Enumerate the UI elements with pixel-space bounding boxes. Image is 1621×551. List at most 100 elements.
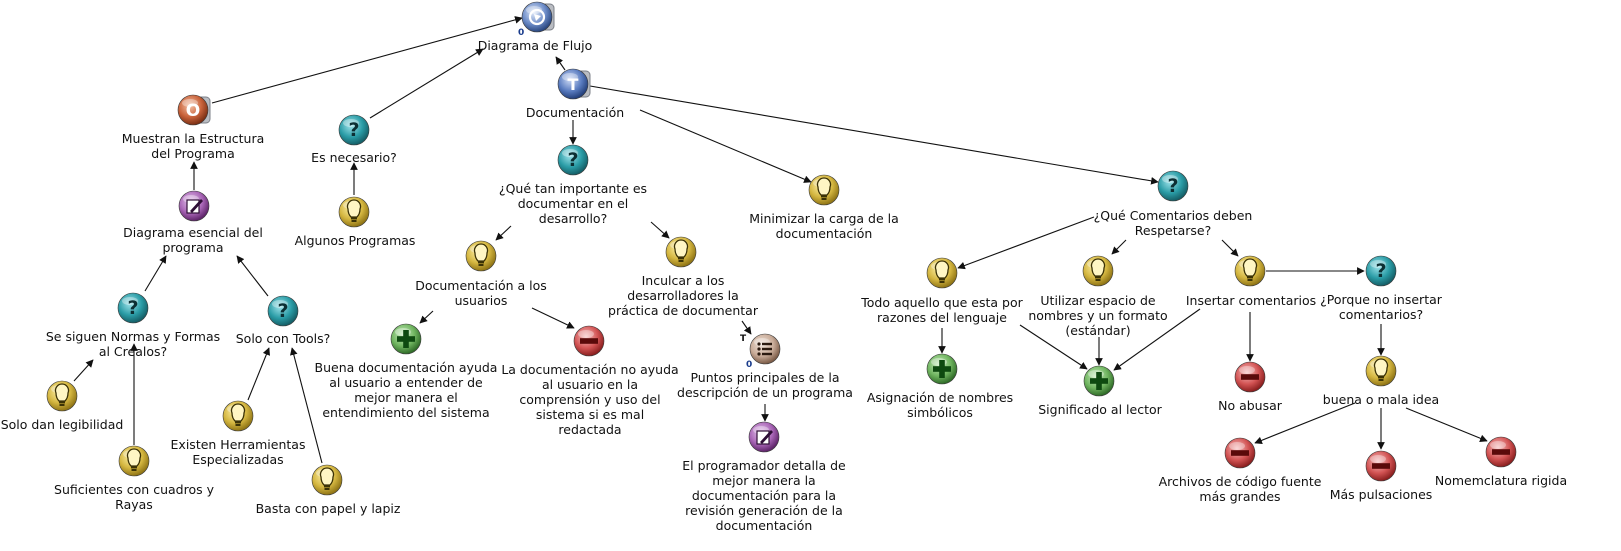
edge-comentarios-to-lenguaje xyxy=(957,216,1095,270)
estructura-node-position-icon[interactable]: O xyxy=(177,94,211,126)
asignacion-node-pro-icon[interactable] xyxy=(926,353,958,385)
archivos-node-con-icon[interactable] xyxy=(1224,437,1256,469)
buenamala-label: buena o mala idea xyxy=(1322,392,1440,407)
svg-text:T: T xyxy=(568,75,579,94)
papel-label: Basta con papel y lapiz xyxy=(255,501,401,516)
insertar-label: Insertar comentarios xyxy=(1185,293,1317,308)
abusar-label: No abusar xyxy=(1218,398,1282,413)
pulsaciones-label: Más pulsaciones xyxy=(1329,487,1433,502)
buenamala-node-idea-icon[interactable] xyxy=(1365,355,1397,387)
usuarios-label: Documentación a los usuarios xyxy=(415,278,547,308)
edge-insertar-to-significado xyxy=(1113,308,1201,371)
significado-node-pro-icon[interactable] xyxy=(1083,365,1115,397)
papel-node-idea-icon[interactable] xyxy=(311,464,343,496)
minimizar-label: Minimizar la carga de la documentación xyxy=(749,211,899,241)
espacio-node-idea-icon[interactable] xyxy=(1082,255,1114,287)
svg-text:?: ? xyxy=(1167,175,1178,197)
lenguaje-node-idea-icon[interactable] xyxy=(926,257,958,289)
svg-text:?: ? xyxy=(127,297,138,319)
edge-estructura-to-root xyxy=(211,16,523,104)
noayuda-label: La documentación no ayuda al usuario en … xyxy=(501,362,679,437)
programador-label: El programador detalla de mejor manera l… xyxy=(682,458,846,533)
nomenclatura-node-con-icon[interactable] xyxy=(1485,436,1517,468)
edge-normas-to-esencial xyxy=(144,255,167,292)
root-label: Diagrama de Flujo xyxy=(477,38,593,53)
usuarios-node-idea-icon[interactable] xyxy=(465,240,497,272)
edge-documentacion-to-root xyxy=(555,56,566,71)
edge-herramientas-to-tools xyxy=(247,347,270,401)
edge-comentarios-to-espacio xyxy=(1111,239,1127,255)
asignacion-label: Asignación de nombres simbólicos xyxy=(866,390,1014,420)
cuadros-node-idea-icon[interactable] xyxy=(118,445,150,477)
tools-node-question-icon[interactable]: ? xyxy=(267,295,299,327)
esencial-node-note-icon[interactable] xyxy=(178,190,210,222)
edge-importante-to-inculcar xyxy=(650,221,670,239)
archivos-label: Archivos de código fuente más grandes xyxy=(1158,474,1322,504)
nomenclatura-label: Nomemclatura rigida xyxy=(1434,473,1568,488)
herramientas-node-idea-icon[interactable] xyxy=(222,400,254,432)
svg-text:O: O xyxy=(186,101,200,121)
comentarios-node-question-icon[interactable]: ? xyxy=(1157,170,1189,202)
edges-layer xyxy=(73,16,1488,464)
root-node-map-root-icon[interactable]: 0 xyxy=(518,1,555,38)
legibilidad-label: Solo dan legibilidad xyxy=(0,417,124,432)
edge-documentacion-to-minimizar xyxy=(639,109,812,183)
count-badge: 0 xyxy=(518,28,524,38)
edge-inculcar-to-puntos xyxy=(741,320,752,335)
pulsaciones-node-con-icon[interactable] xyxy=(1365,450,1397,482)
insertar-node-idea-icon[interactable] xyxy=(1234,255,1266,287)
comentarios-label: ¿Qué Comentarios deben Respetarse? xyxy=(1093,208,1253,238)
edge-documentacion-to-comentarios xyxy=(589,85,1159,185)
edge-importante-to-usuarios xyxy=(495,225,512,241)
necesario-node-question-icon[interactable]: ? xyxy=(338,114,370,146)
algunos-node-idea-icon[interactable] xyxy=(338,196,370,228)
necesario-label: Es necesario? xyxy=(311,150,397,165)
edge-usuarios-to-buena xyxy=(419,310,434,324)
count-badge: 0 xyxy=(746,360,752,370)
edge-tools-to-esencial xyxy=(236,255,269,297)
programador-node-note-icon[interactable] xyxy=(748,421,780,453)
normas-label: Se siguen Normas y Formas al Crealos? xyxy=(45,329,221,359)
significado-label: Significado al lector xyxy=(1038,402,1162,417)
edge-necesario-to-root xyxy=(369,48,484,119)
type-tag: T xyxy=(740,334,747,344)
edge-lenguaje-to-significado xyxy=(1019,324,1088,370)
edge-legibilidad-to-normas xyxy=(73,359,94,382)
documentacion-node-topic-icon[interactable]: T xyxy=(557,68,591,100)
puntos-label: Puntos principales de la descripción de … xyxy=(677,370,853,400)
buena-label: Buena documentación ayuda al usuario a e… xyxy=(314,360,498,420)
importante-node-question-icon[interactable]: ? xyxy=(557,144,589,176)
inculcar-label: Inculcar a los desarrolladores la prácti… xyxy=(608,273,758,318)
edge-comentarios-to-insertar xyxy=(1221,239,1239,257)
porque-node-question-icon[interactable]: ? xyxy=(1365,255,1397,287)
porque-label: ¿Porque no insertar comentarios? xyxy=(1320,292,1442,322)
inculcar-node-idea-icon[interactable] xyxy=(665,236,697,268)
legibilidad-node-idea-icon[interactable] xyxy=(46,380,78,412)
svg-text:?: ? xyxy=(1375,260,1386,282)
abusar-node-con-icon[interactable] xyxy=(1234,361,1266,393)
noayuda-node-con-icon[interactable] xyxy=(573,325,605,357)
lenguaje-label: Todo aquello que esta por razones del le… xyxy=(861,295,1023,325)
edge-buenamala-to-archivos xyxy=(1254,402,1356,445)
edge-papel-to-tools xyxy=(290,347,323,464)
documentacion-label: Documentación xyxy=(525,105,625,120)
espacio-label: Utilizar espacio de nombres y un formato… xyxy=(1028,293,1168,338)
edge-buenamala-to-nomenclatura xyxy=(1405,407,1488,442)
algunos-label: Algunos Programas xyxy=(294,233,416,248)
herramientas-label: Existen Herramientas Especializadas xyxy=(170,437,306,467)
edge-usuarios-to-noayuda xyxy=(531,307,575,329)
puntos-node-list-icon[interactable]: 0T xyxy=(740,333,781,370)
estructura-label: Muestran la Estructura del Programa xyxy=(121,131,265,161)
cuadros-label: Suficientes con cuadros y Rayas xyxy=(54,482,214,512)
tools-label: Solo con Tools? xyxy=(235,331,331,346)
normas-node-question-icon[interactable]: ? xyxy=(117,292,149,324)
svg-text:?: ? xyxy=(277,300,288,322)
svg-text:?: ? xyxy=(348,119,359,141)
esencial-label: Diagrama esencial del programa xyxy=(123,225,263,255)
nodes-layer: 0O?T??? ?0T? xyxy=(46,1,1517,496)
importante-label: ¿Qué tan importante es documentar en el … xyxy=(498,181,648,226)
buena-node-pro-icon[interactable] xyxy=(390,323,422,355)
minimizar-node-idea-icon[interactable] xyxy=(808,174,840,206)
